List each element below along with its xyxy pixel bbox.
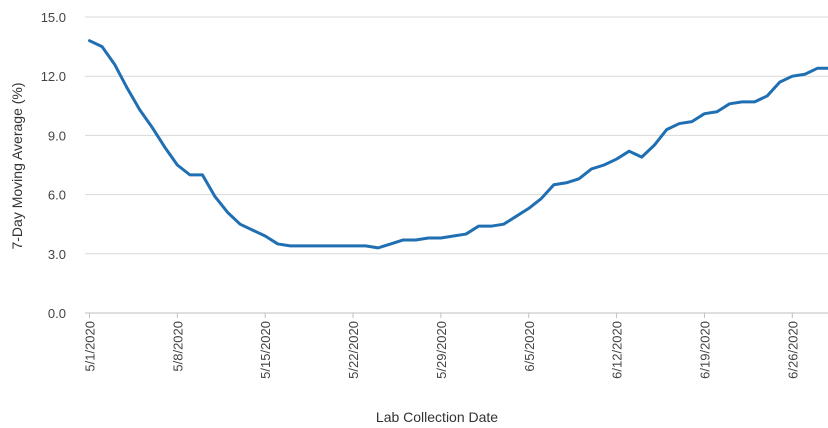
x-tick-label: 6/26/2020	[785, 321, 800, 379]
x-tick-label: 6/5/2020	[522, 321, 537, 372]
x-tick-label: 6/19/2020	[697, 321, 712, 379]
x-tick-label: 5/22/2020	[346, 321, 361, 379]
y-tick-label: 0.0	[48, 306, 66, 321]
y-tick-label: 12.0	[41, 69, 66, 84]
x-tick-label: 5/1/2020	[83, 321, 98, 372]
x-axis-title: Lab Collection Date	[376, 409, 498, 425]
y-tick-label: 15.0	[41, 10, 66, 25]
x-tick-label: 5/29/2020	[434, 321, 449, 379]
series-line	[88, 39, 828, 250]
y-tick-label: 6.0	[48, 188, 66, 203]
y-tick-label: 3.0	[48, 247, 66, 262]
y-tick-label: 9.0	[48, 128, 66, 143]
x-tick-label: 6/12/2020	[610, 321, 625, 379]
gridlines	[85, 16, 828, 255]
x-tick-label: 5/15/2020	[258, 321, 273, 379]
y-axis-title: 7-Day Moving Average (%)	[9, 82, 25, 249]
y-axis-ticks: 0.0 3.0 6.0 9.0 12.0 15.0	[41, 10, 66, 321]
x-axis-ticks: 5/1/2020 5/8/2020 5/15/2020 5/22/2020 5/29/2…	[83, 313, 800, 379]
x-tick-label: 5/8/2020	[170, 321, 185, 372]
